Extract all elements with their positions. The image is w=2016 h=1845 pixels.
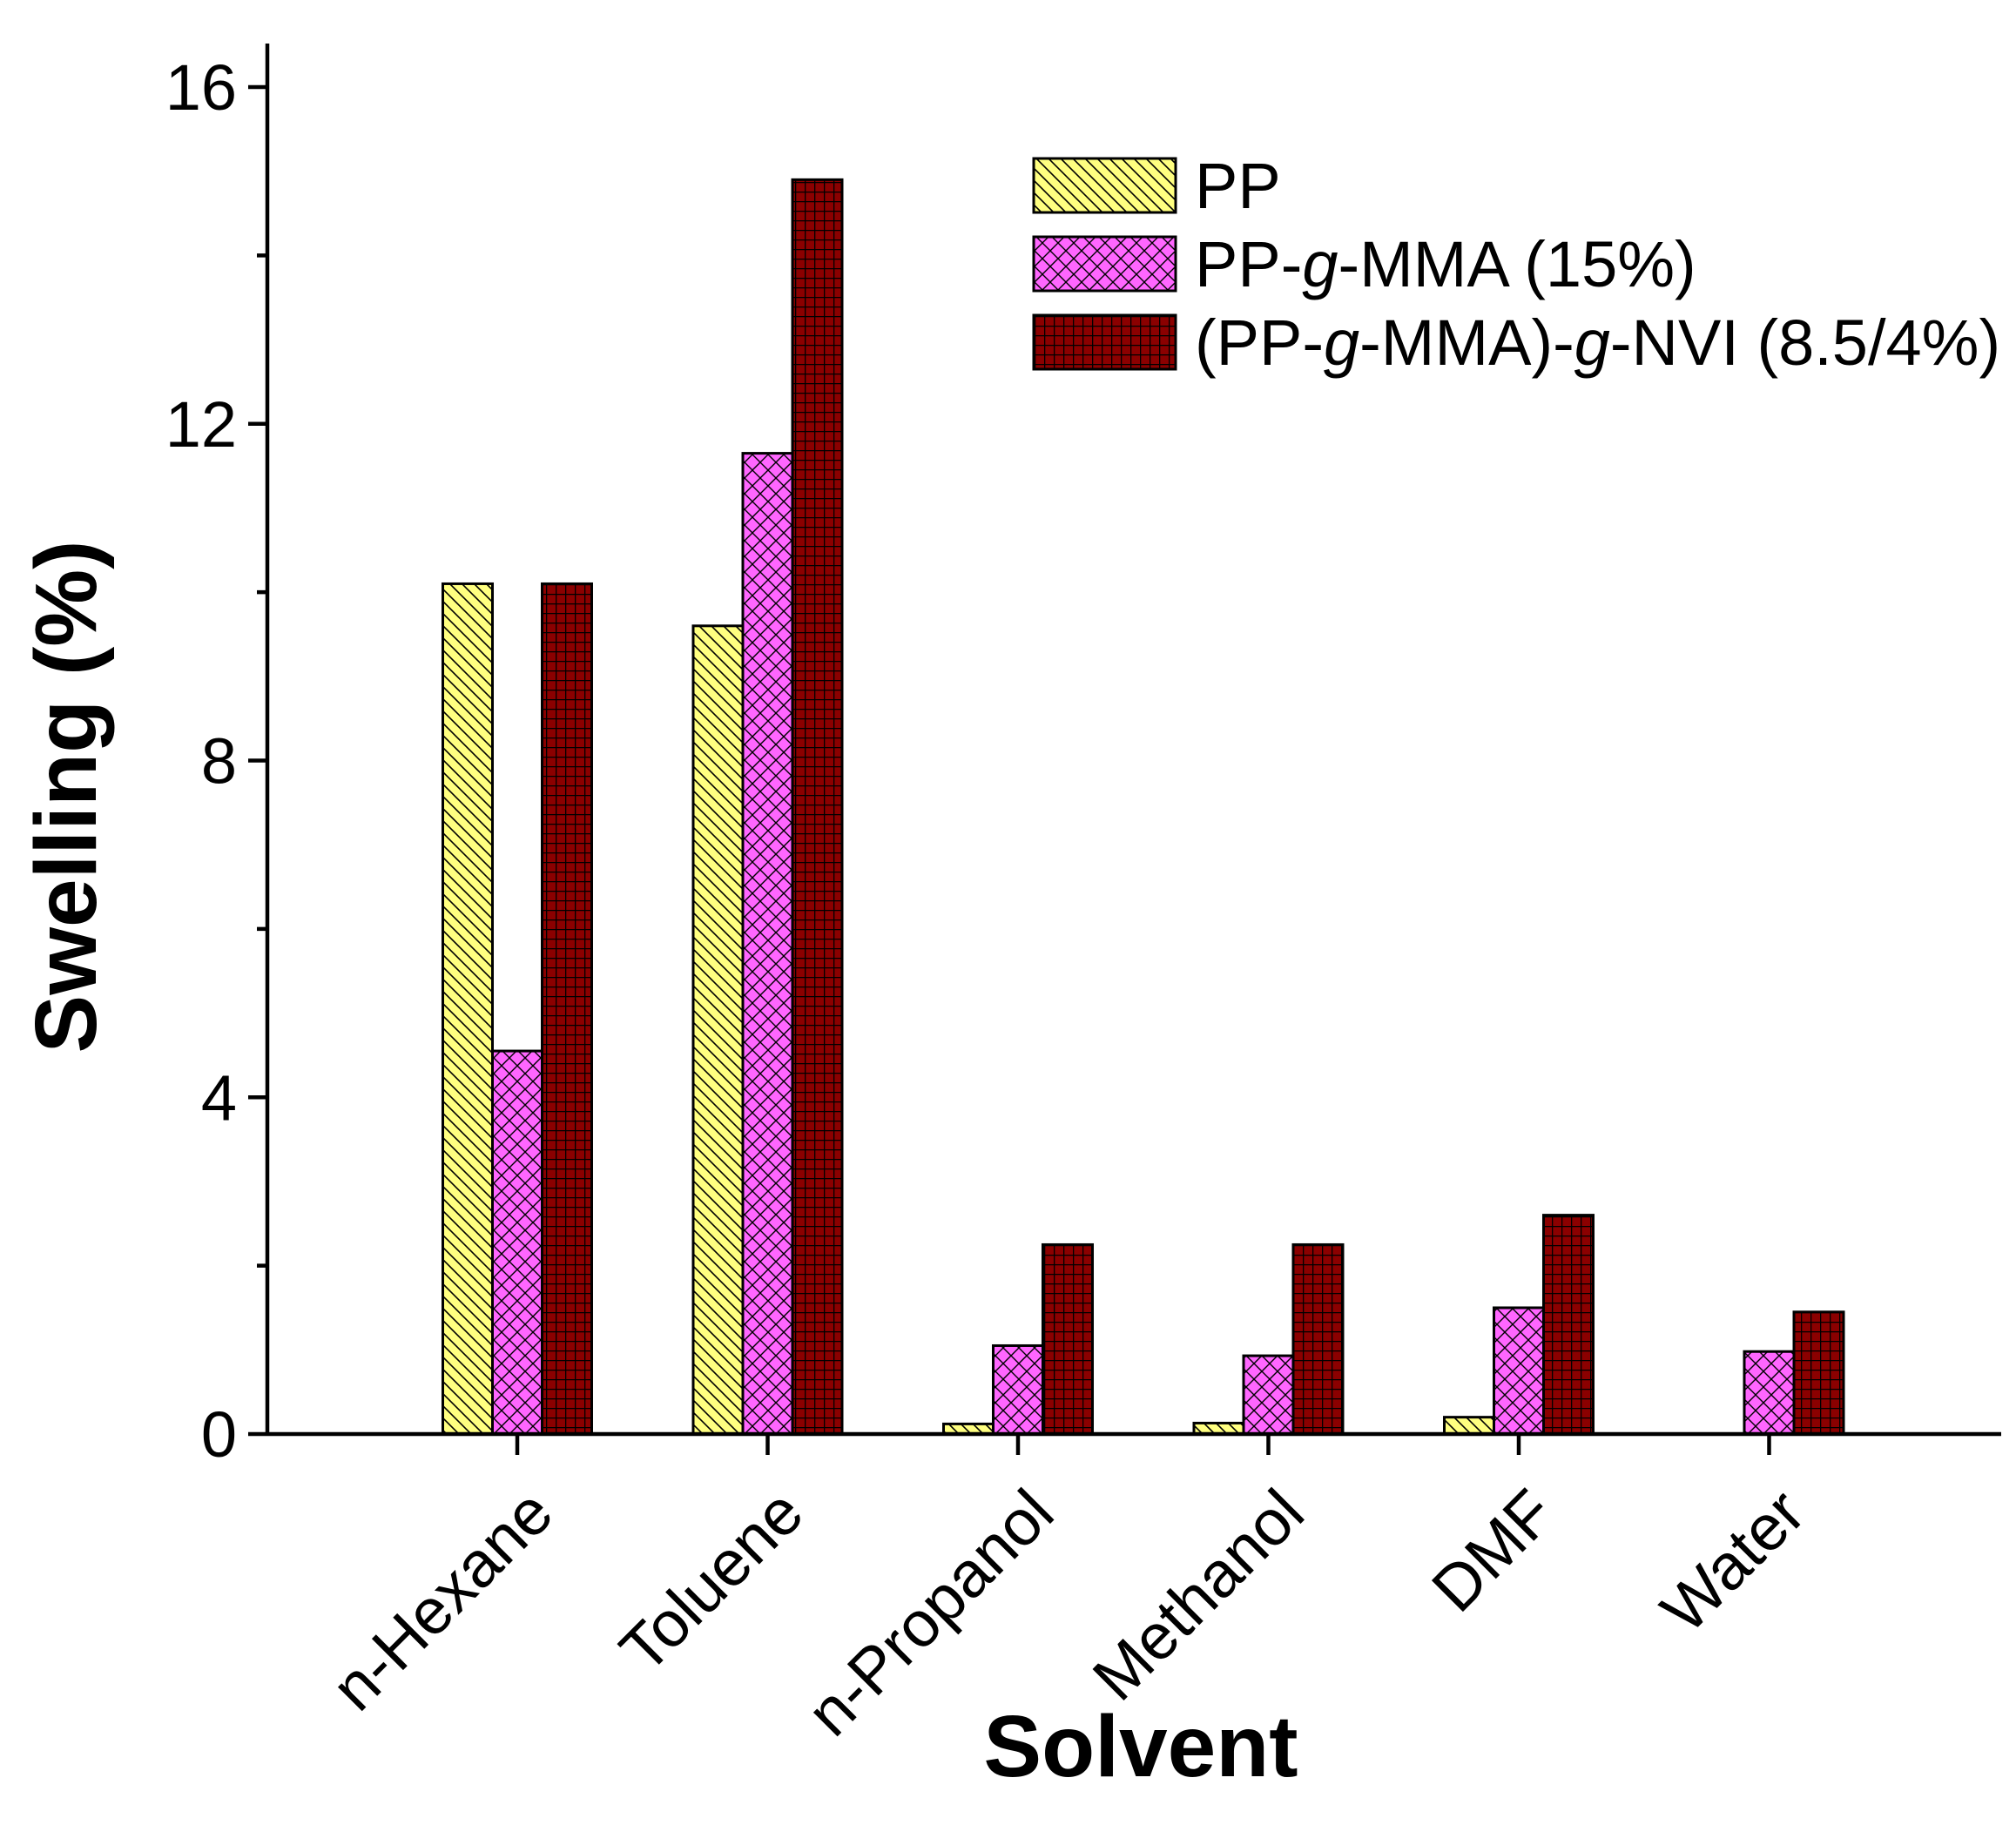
bar-toluene-series-1 [691, 624, 745, 1436]
y-tick-label: 16 [165, 51, 237, 124]
y-tick-label: 0 [201, 1398, 237, 1471]
y-tick-label: 4 [201, 1061, 237, 1134]
bar-n-hexane-series-1 [442, 582, 494, 1436]
bar-n-hexane-series-2 [491, 1049, 543, 1436]
y-tick-label: 12 [165, 388, 237, 461]
x-tick-label: n-Hexane [318, 1476, 567, 1725]
x-tick-label: Toluene [606, 1476, 817, 1687]
x-tick-label: Methanol [1079, 1476, 1318, 1714]
bar-water-series-2 [1743, 1350, 1796, 1436]
bar-methanol-series-3 [1291, 1242, 1345, 1436]
legend-label: (PP-g-MMA)-g-NVI (8.5/4%) [1195, 306, 2000, 379]
bar-n-propanol-series-3 [1042, 1242, 1094, 1436]
x-tick-label: DMF [1418, 1476, 1568, 1626]
legend-label: PP-g-MMA (15%) [1195, 228, 1696, 300]
plot-area [442, 178, 1845, 1436]
legend-swatch [1032, 235, 1177, 293]
bar-dmf-series-2 [1493, 1306, 1545, 1436]
bar-methanol-series-2 [1242, 1354, 1295, 1436]
y-axis: 0 4 8 12 16 [165, 44, 270, 1471]
legend-label: PP [1195, 150, 1281, 222]
legend-swatch [1032, 157, 1177, 214]
x-tick-label: Water [1648, 1476, 1818, 1646]
x-axis-title: Solvent [983, 1698, 1298, 1795]
bar-n-hexane-series-3 [541, 582, 593, 1436]
legend-swatch [1032, 313, 1177, 371]
bar-n-propanol-series-2 [992, 1343, 1044, 1436]
y-tick-label: 8 [201, 725, 237, 798]
bar-toluene-series-2 [741, 452, 794, 1436]
bar-dmf-series-3 [1542, 1214, 1595, 1436]
bar-toluene-series-3 [791, 178, 844, 1436]
bar-dmf-series-1 [1443, 1416, 1495, 1436]
y-axis-title: Swelling (%) [17, 541, 115, 1054]
bar-water-series-3 [1792, 1310, 1845, 1436]
